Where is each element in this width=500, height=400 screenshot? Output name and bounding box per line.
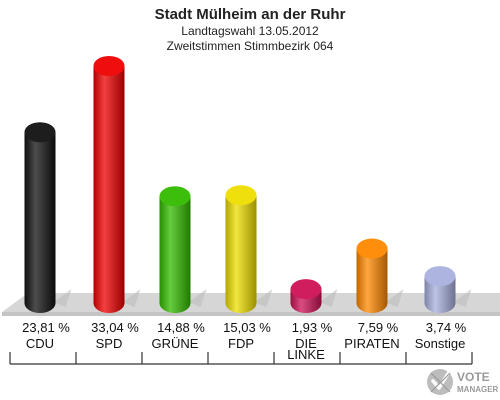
bar-shadow-sonstige [455, 289, 472, 307]
bar-shadow-piraten [387, 289, 404, 307]
bar-body-cdu [24, 132, 56, 313]
value-label-die-linke: 1,93 % [292, 320, 333, 335]
bar-body-piraten [356, 248, 388, 313]
bar-spd [93, 56, 125, 313]
bar-body-grüne [159, 196, 191, 313]
category-label-spd: SPD [96, 336, 123, 351]
chart-subtitle-date: Landtagswahl 13.05.2012 [181, 24, 319, 38]
bar-top-piraten [356, 238, 388, 259]
bar-shadow-spd [124, 289, 141, 307]
bar-shadow-cdu [55, 289, 72, 307]
logo-manager-text: MANAGER [457, 385, 499, 394]
bar-shadow-die-linke [321, 289, 338, 307]
labels-layer: 23,81 %CDU 33,04 %SPD 14,88 %GRÜNE 15,03 %F… [9, 320, 473, 365]
bar-top-die-linke [290, 279, 322, 300]
bar-grüne [159, 186, 191, 313]
chart-title: Stadt Mülheim an der Ruhr [155, 6, 346, 23]
vote-manager-logo: VOTE MANAGER [427, 369, 499, 395]
category-label-grüne: GRÜNE [152, 336, 199, 351]
bar-piraten [356, 238, 388, 313]
category-label-fdp: FDP [228, 336, 254, 351]
bars-layer [24, 56, 472, 313]
value-label-piraten: 7,59 % [358, 320, 399, 335]
category-label-die-linke: DIE LINKE [287, 336, 325, 362]
bar-body-spd [93, 66, 125, 313]
bar-top-sonstige [424, 266, 456, 287]
chart-subtitle-district: Zweitstimmen Stimmbezirk 064 [167, 39, 334, 53]
bar-shadow-fdp [256, 289, 273, 307]
bar-cdu [24, 122, 56, 313]
value-label-cdu: 23,81 % [22, 320, 70, 335]
bar-top-cdu [24, 122, 56, 143]
category-label-piraten: PIRATEN [344, 336, 399, 351]
category-label-sonstige: Sonstige [415, 336, 466, 351]
category-label-cdu: CDU [26, 336, 54, 351]
bar-shadow-grüne [190, 289, 207, 307]
bar-body-fdp [225, 195, 257, 313]
bar-sonstige [424, 266, 456, 313]
bar-top-grüne [159, 186, 191, 207]
value-label-grüne: 14,88 % [157, 320, 205, 335]
bar-top-spd [93, 56, 125, 76]
bar-body-sonstige [424, 276, 456, 313]
logo-vote-text: VOTE [457, 370, 490, 384]
bar-fdp [225, 185, 257, 313]
value-label-spd: 33,04 % [91, 320, 139, 335]
value-label-sonstige: 3,74 % [426, 320, 467, 335]
bar-top-fdp [225, 185, 257, 206]
value-label-fdp: 15,03 % [223, 320, 271, 335]
bar-die-linke [290, 279, 322, 313]
chart-floor-front [2, 312, 500, 316]
checkmark-icon [427, 369, 453, 395]
